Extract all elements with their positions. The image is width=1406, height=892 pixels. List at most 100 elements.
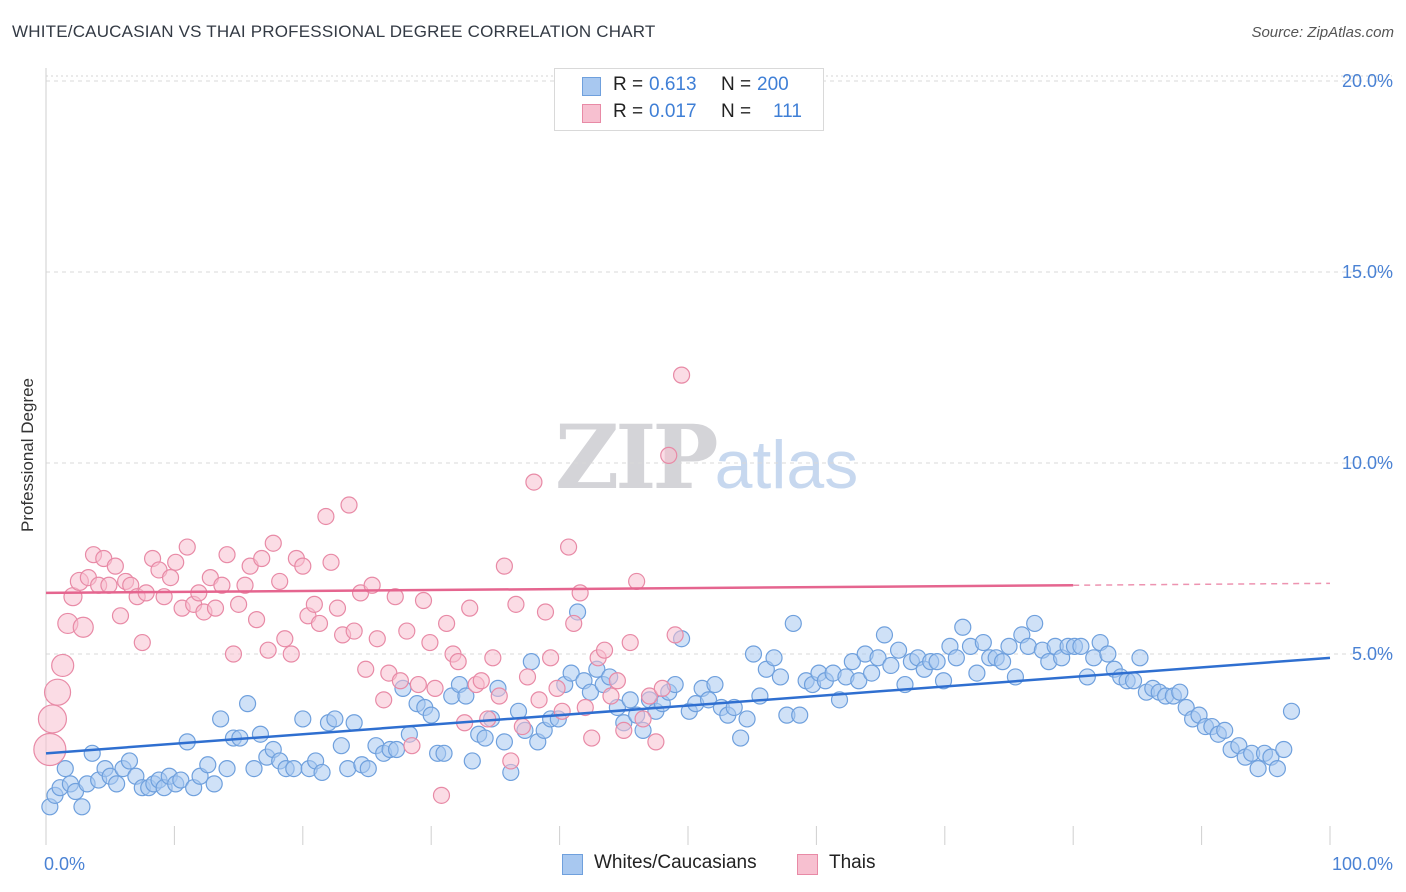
legend-item-thais[interactable]: Thais [797,852,897,876]
white-point [882,656,900,675]
white-point [463,752,481,770]
white-point [562,664,580,682]
thai-point [375,691,393,709]
thai-point [653,679,671,697]
white-point [332,737,350,755]
white-point [1171,683,1189,701]
thai-point [409,675,427,694]
thai-point [403,737,421,755]
thai-point [421,633,439,652]
white-point [238,695,257,713]
legend-swatch-whites [562,854,583,875]
thai-point [305,595,323,613]
source-label: Source: ZipAtlas.com [1251,24,1394,41]
watermark-atlas: atlas [714,427,859,503]
thai-point [490,687,508,705]
white-point [218,759,236,778]
white-point [738,710,756,728]
thai-point [106,557,124,575]
chart-title: WHITE/CAUCASIAN VS THAI PROFESSIONAL DEG… [12,22,656,41]
white-point [199,756,217,774]
white-point [245,759,263,778]
white-point [1026,614,1044,633]
thai-point [553,702,571,720]
white-point [83,744,101,762]
thai-point [357,660,375,678]
white-point [313,763,331,782]
thai-point [271,572,289,591]
y-tick-label: 5.0% [1352,644,1393,664]
thai-point [576,698,594,717]
white-point [1282,702,1301,720]
thai-point [414,591,433,610]
thai-point [37,704,68,734]
thai-point [565,614,583,633]
white-point [339,759,357,778]
white-point [621,691,639,709]
stats-swatch-whites [582,77,601,96]
thai-point [484,649,502,667]
thai-point [530,691,548,709]
thai-point [438,614,456,633]
thai-point [628,572,646,591]
white-point [285,759,303,778]
thai-point [391,672,409,690]
x-tick-label: 0.0% [44,854,85,874]
white-point [869,649,887,667]
thai-point [206,599,225,617]
white-point [1000,637,1018,655]
white-point [435,744,453,762]
thai-point [608,672,626,690]
thai-point [525,473,543,491]
white-point [1085,649,1103,667]
white-point [706,675,724,694]
white-point [947,649,965,667]
thai-point [247,611,266,629]
thai-point [518,668,537,686]
white-point [732,729,750,747]
white-point [993,653,1012,671]
thai-point [100,576,118,594]
white-point [1099,645,1117,663]
thai-point [253,549,271,568]
stats-n-value: 111 [773,101,802,122]
thai-point [218,546,236,564]
white-point [205,775,223,793]
legend-label-whites: Whites/Caucasians [594,852,757,873]
thai-point [507,595,525,613]
thai-point [276,630,294,648]
thai-point [43,678,72,706]
thai-point [583,729,601,747]
thai-point [472,672,490,690]
white-point [120,752,139,770]
thai-point [602,687,620,705]
white-point [251,725,270,743]
thai-point [595,641,614,659]
thai-point [161,568,180,587]
thai-point [328,599,347,617]
thai-point [259,641,277,659]
white-point [56,759,74,778]
white-point [359,759,377,778]
thai-point [640,687,659,705]
thai-point [33,732,67,767]
thai-point [310,614,329,633]
thai-point [322,553,340,571]
thai-point [426,679,444,697]
thai-point [666,626,684,644]
stats-box: R = 0.613 N = 200 R = 0.017 N = 111 [554,68,824,131]
watermark-zip: ZIP [555,405,719,509]
white-point [172,771,190,789]
white-point [1019,637,1037,655]
legend-item-whites[interactable]: Whites/Caucasians [562,852,782,876]
white-trend-line [45,656,1331,755]
stats-r-label: R = [613,101,644,122]
thai-point [294,557,312,575]
stats-r-value: 0.017 [649,101,697,122]
white-point [1275,740,1293,759]
white-point [326,710,344,728]
white-point [875,626,894,644]
thai-point [345,622,363,640]
white-point [212,710,230,728]
